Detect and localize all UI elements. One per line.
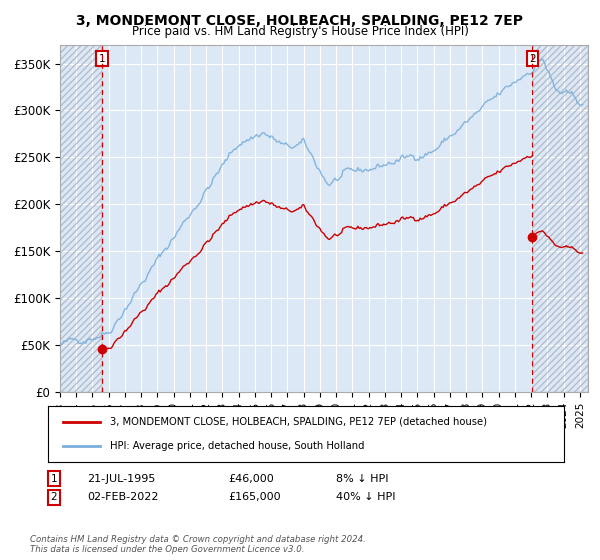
Text: 40% ↓ HPI: 40% ↓ HPI — [336, 492, 395, 502]
Text: 02-FEB-2022: 02-FEB-2022 — [87, 492, 158, 502]
Text: 8% ↓ HPI: 8% ↓ HPI — [336, 474, 389, 484]
Text: £46,000: £46,000 — [228, 474, 274, 484]
Text: £165,000: £165,000 — [228, 492, 281, 502]
Text: 1: 1 — [98, 54, 105, 64]
Text: 3, MONDEMONT CLOSE, HOLBEACH, SPALDING, PE12 7EP (detached house): 3, MONDEMONT CLOSE, HOLBEACH, SPALDING, … — [110, 417, 487, 427]
Text: 1: 1 — [50, 474, 58, 484]
Text: 21-JUL-1995: 21-JUL-1995 — [87, 474, 155, 484]
Text: 2: 2 — [50, 492, 58, 502]
Text: Contains HM Land Registry data © Crown copyright and database right 2024.
This d: Contains HM Land Registry data © Crown c… — [30, 535, 366, 554]
Text: Price paid vs. HM Land Registry's House Price Index (HPI): Price paid vs. HM Land Registry's House … — [131, 25, 469, 38]
Text: HPI: Average price, detached house, South Holland: HPI: Average price, detached house, Sout… — [110, 441, 364, 451]
Text: 3, MONDEMONT CLOSE, HOLBEACH, SPALDING, PE12 7EP: 3, MONDEMONT CLOSE, HOLBEACH, SPALDING, … — [77, 14, 523, 28]
Text: 2: 2 — [529, 54, 536, 64]
